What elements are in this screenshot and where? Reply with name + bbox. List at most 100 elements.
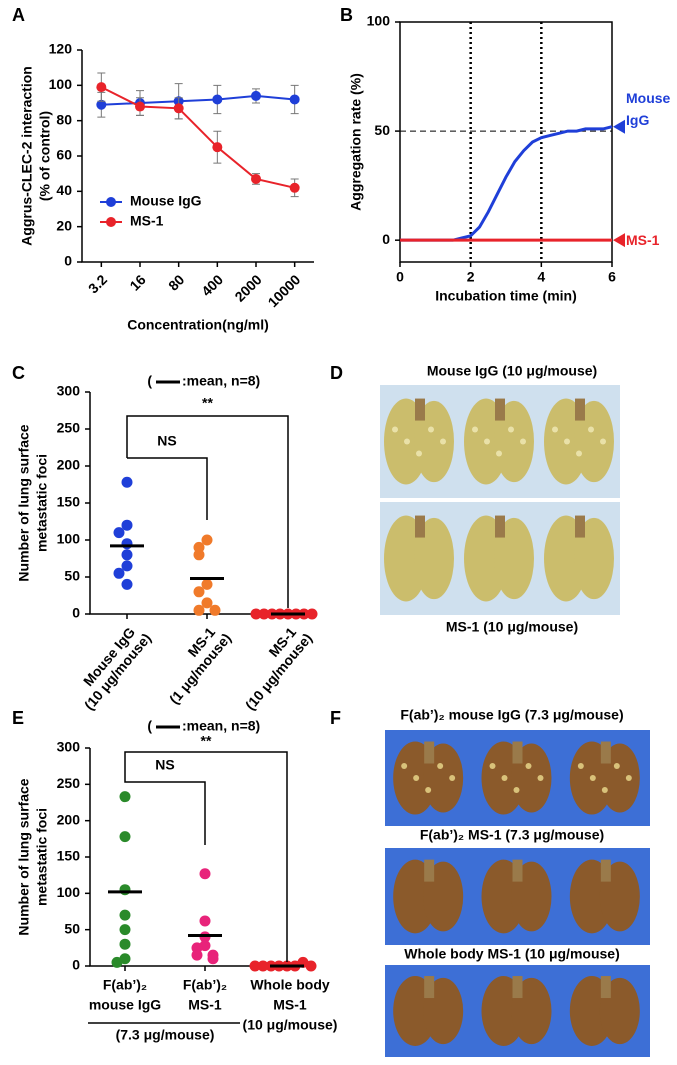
panel-label: B <box>340 5 353 25</box>
point <box>121 560 133 572</box>
spot <box>564 438 570 445</box>
y-tick-label: 250 <box>57 420 81 436</box>
spot <box>416 450 422 457</box>
point <box>119 924 131 936</box>
y-tick-label: 50 <box>64 920 80 936</box>
significance-label: NS <box>155 757 174 773</box>
point <box>121 519 133 531</box>
spot <box>401 763 408 769</box>
trachea <box>575 515 585 538</box>
x-tick-label: F(ab’)₂ <box>183 977 227 993</box>
point <box>250 608 262 620</box>
trachea <box>600 741 611 764</box>
spot <box>577 763 584 769</box>
spot <box>440 438 446 445</box>
point <box>96 82 107 93</box>
spot <box>449 775 456 781</box>
y-tick-label: 100 <box>49 76 73 92</box>
point <box>199 915 211 927</box>
y-tick-label: 150 <box>57 494 81 510</box>
trachea <box>424 859 435 882</box>
axis-line <box>81 50 314 263</box>
legend-label: Mouse IgG <box>130 193 202 209</box>
legend-marker <box>106 197 116 207</box>
axis-line <box>89 392 305 615</box>
y-tick-label: 0 <box>72 957 80 973</box>
point <box>121 538 133 550</box>
y-tick-label: 40 <box>56 182 72 198</box>
note: :mean, n=8) <box>182 718 260 734</box>
point <box>121 549 133 561</box>
lung <box>414 400 454 483</box>
note: :mean, n=8) <box>182 373 260 389</box>
y-axis-label: Aggregation rate (%) <box>348 73 364 211</box>
spot <box>613 763 620 769</box>
point <box>306 608 318 620</box>
spot <box>392 426 398 433</box>
spot <box>601 787 608 793</box>
point <box>305 960 317 972</box>
spot <box>489 763 496 769</box>
trachea <box>495 398 505 421</box>
x-axis-label: Incubation time (min) <box>435 288 577 304</box>
spot <box>425 787 432 793</box>
significance-bracket <box>124 751 288 962</box>
trachea <box>415 515 425 538</box>
lung <box>574 400 614 483</box>
end-marker <box>613 119 625 134</box>
y-axis-label: Number of lung surface <box>16 424 32 581</box>
trachea <box>600 976 611 999</box>
point <box>119 909 131 921</box>
panel-label: D <box>330 363 343 383</box>
lung <box>494 400 534 483</box>
y-axis-label: (% of control) <box>37 111 53 201</box>
point <box>212 142 223 153</box>
spot <box>625 775 632 781</box>
series-line <box>101 94 295 106</box>
trachea <box>495 515 505 538</box>
photo-caption: F(ab’)₂ MS-1 (7.3 μg/mouse) <box>420 827 604 843</box>
point <box>201 534 213 546</box>
spot <box>501 775 508 781</box>
x-axis-label: Concentration(ng/ml) <box>127 317 269 333</box>
x-tick-label: MS-1 <box>273 997 307 1013</box>
spot <box>413 775 420 781</box>
y-axis-label: Aggrus-CLEC-2 interaction <box>19 66 35 246</box>
significance-label: NS <box>157 433 176 449</box>
spot <box>484 438 490 445</box>
y-tick-label: 100 <box>57 884 81 900</box>
end-marker <box>613 233 625 248</box>
axis-line <box>89 748 305 967</box>
lung <box>574 517 614 600</box>
panel-label: E <box>12 708 24 728</box>
point <box>135 101 145 112</box>
trachea <box>424 976 435 999</box>
end-label: Mouse IgG <box>626 90 670 128</box>
spot <box>428 426 434 433</box>
point <box>113 567 125 579</box>
point <box>193 604 205 616</box>
y-tick-label: 0 <box>382 231 390 247</box>
point <box>173 103 184 114</box>
trachea <box>415 398 425 421</box>
x-tick-label: 4 <box>537 269 545 285</box>
trachea <box>600 859 611 882</box>
spot <box>537 775 544 781</box>
point <box>119 884 131 896</box>
point <box>249 960 261 972</box>
x-tick-label: 6 <box>608 269 616 285</box>
y-tick-label: 100 <box>367 13 391 29</box>
point <box>201 597 213 609</box>
point <box>121 578 133 590</box>
trachea <box>512 976 523 999</box>
point <box>119 791 131 803</box>
spot <box>552 426 558 433</box>
spot <box>508 426 514 433</box>
y-tick-label: 150 <box>57 848 81 864</box>
y-tick-label: 0 <box>72 605 80 621</box>
x-tick-label: Whole body <box>250 977 330 993</box>
point <box>201 578 213 590</box>
y-tick-label: 200 <box>57 457 81 473</box>
panel-label: F <box>330 708 341 728</box>
legend-label: MS-1 <box>130 213 164 229</box>
